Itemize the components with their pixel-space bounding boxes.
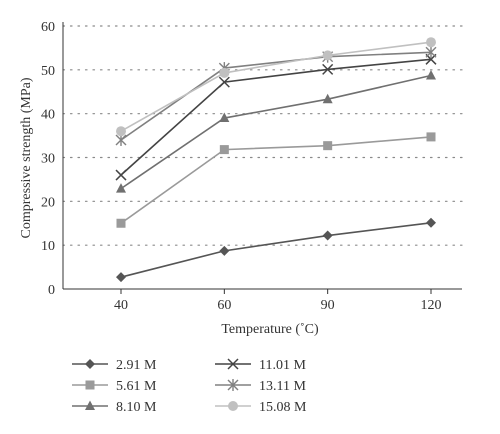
y-tick-label: 10 [41, 239, 55, 254]
diamond-marker [85, 359, 95, 369]
x-marker [115, 169, 127, 181]
x-marker [227, 358, 239, 370]
series-2-91-m [116, 217, 436, 283]
series-5-61-m [116, 132, 436, 228]
circle-marker [116, 126, 126, 137]
circle-marker [228, 401, 238, 411]
legend-label: 11.01 M [259, 358, 306, 373]
x-marker [322, 63, 334, 75]
legend-label: 5.61 M [116, 379, 157, 394]
diamond-marker [322, 230, 333, 241]
diamond-marker [116, 272, 126, 283]
legend-item: 15.08 M [215, 400, 307, 415]
y-tick-label: 0 [48, 283, 55, 298]
x-marker-stroke [115, 169, 127, 181]
x-marker-stroke [227, 358, 239, 370]
x-tick-label: 90 [321, 298, 335, 313]
triangle-marker [426, 70, 436, 80]
series-line [120, 51, 432, 141]
diamond-marker [219, 245, 230, 256]
circle-marker [322, 50, 333, 61]
x-tick-label: 60 [217, 298, 231, 313]
triangle-marker [322, 93, 333, 104]
series-line [120, 74, 432, 190]
y-tick-label: 20 [41, 195, 55, 210]
triangle-marker [116, 183, 126, 193]
triangle-marker [85, 400, 95, 410]
legend-item: 2.91 M [72, 358, 157, 373]
square-marker [116, 218, 126, 228]
x-tick-label: 40 [114, 298, 128, 313]
series-11-01-m [115, 53, 437, 181]
y-tick-label: 50 [41, 64, 55, 79]
x-axis-title: Temperature (˚C) [221, 322, 319, 337]
y-tick-label: 60 [41, 20, 55, 35]
y-tick-label: 30 [41, 152, 55, 167]
asterisk-marker [227, 379, 239, 391]
y-axis-title: Compressive strength (MPa) [19, 77, 34, 238]
x-marker-stroke [218, 76, 230, 88]
square-marker [219, 145, 229, 155]
legend-item: 13.11 M [215, 379, 306, 394]
square-marker [85, 380, 95, 390]
asterisk-marker [425, 46, 437, 59]
circle-marker [426, 37, 436, 48]
circle-marker [219, 67, 230, 78]
series-line [120, 41, 432, 132]
legend-label: 13.11 M [259, 379, 306, 394]
x-marker [218, 76, 230, 88]
x-tick-label: 120 [421, 298, 442, 313]
legend-label: 2.91 M [116, 358, 157, 373]
legend-label: 15.08 M [259, 400, 307, 415]
legend-item: 5.61 M [72, 379, 157, 394]
legend: 2.91 M 5.61 M 8.10 M 11.01 M 13.11 M 15.08 M [72, 358, 307, 415]
triangle-marker [219, 112, 230, 123]
axes: 0 10 20 30 40 50 60 40 60 90 120 [41, 20, 462, 313]
series-8-10-m [116, 70, 436, 193]
series-line [120, 222, 432, 278]
series-15-08-m [116, 37, 436, 137]
series-group [115, 37, 437, 283]
legend-item: 8.10 M [72, 400, 157, 415]
x-marker-stroke [322, 63, 334, 75]
square-marker [323, 141, 333, 151]
y-tick-label: 40 [41, 108, 55, 123]
legend-label: 8.10 M [116, 400, 157, 415]
legend-item: 11.01 M [215, 358, 306, 373]
series-13-11-m [115, 46, 437, 146]
series-line [120, 136, 432, 224]
diamond-marker [426, 217, 436, 228]
square-marker [426, 132, 436, 142]
series-line [120, 58, 432, 176]
